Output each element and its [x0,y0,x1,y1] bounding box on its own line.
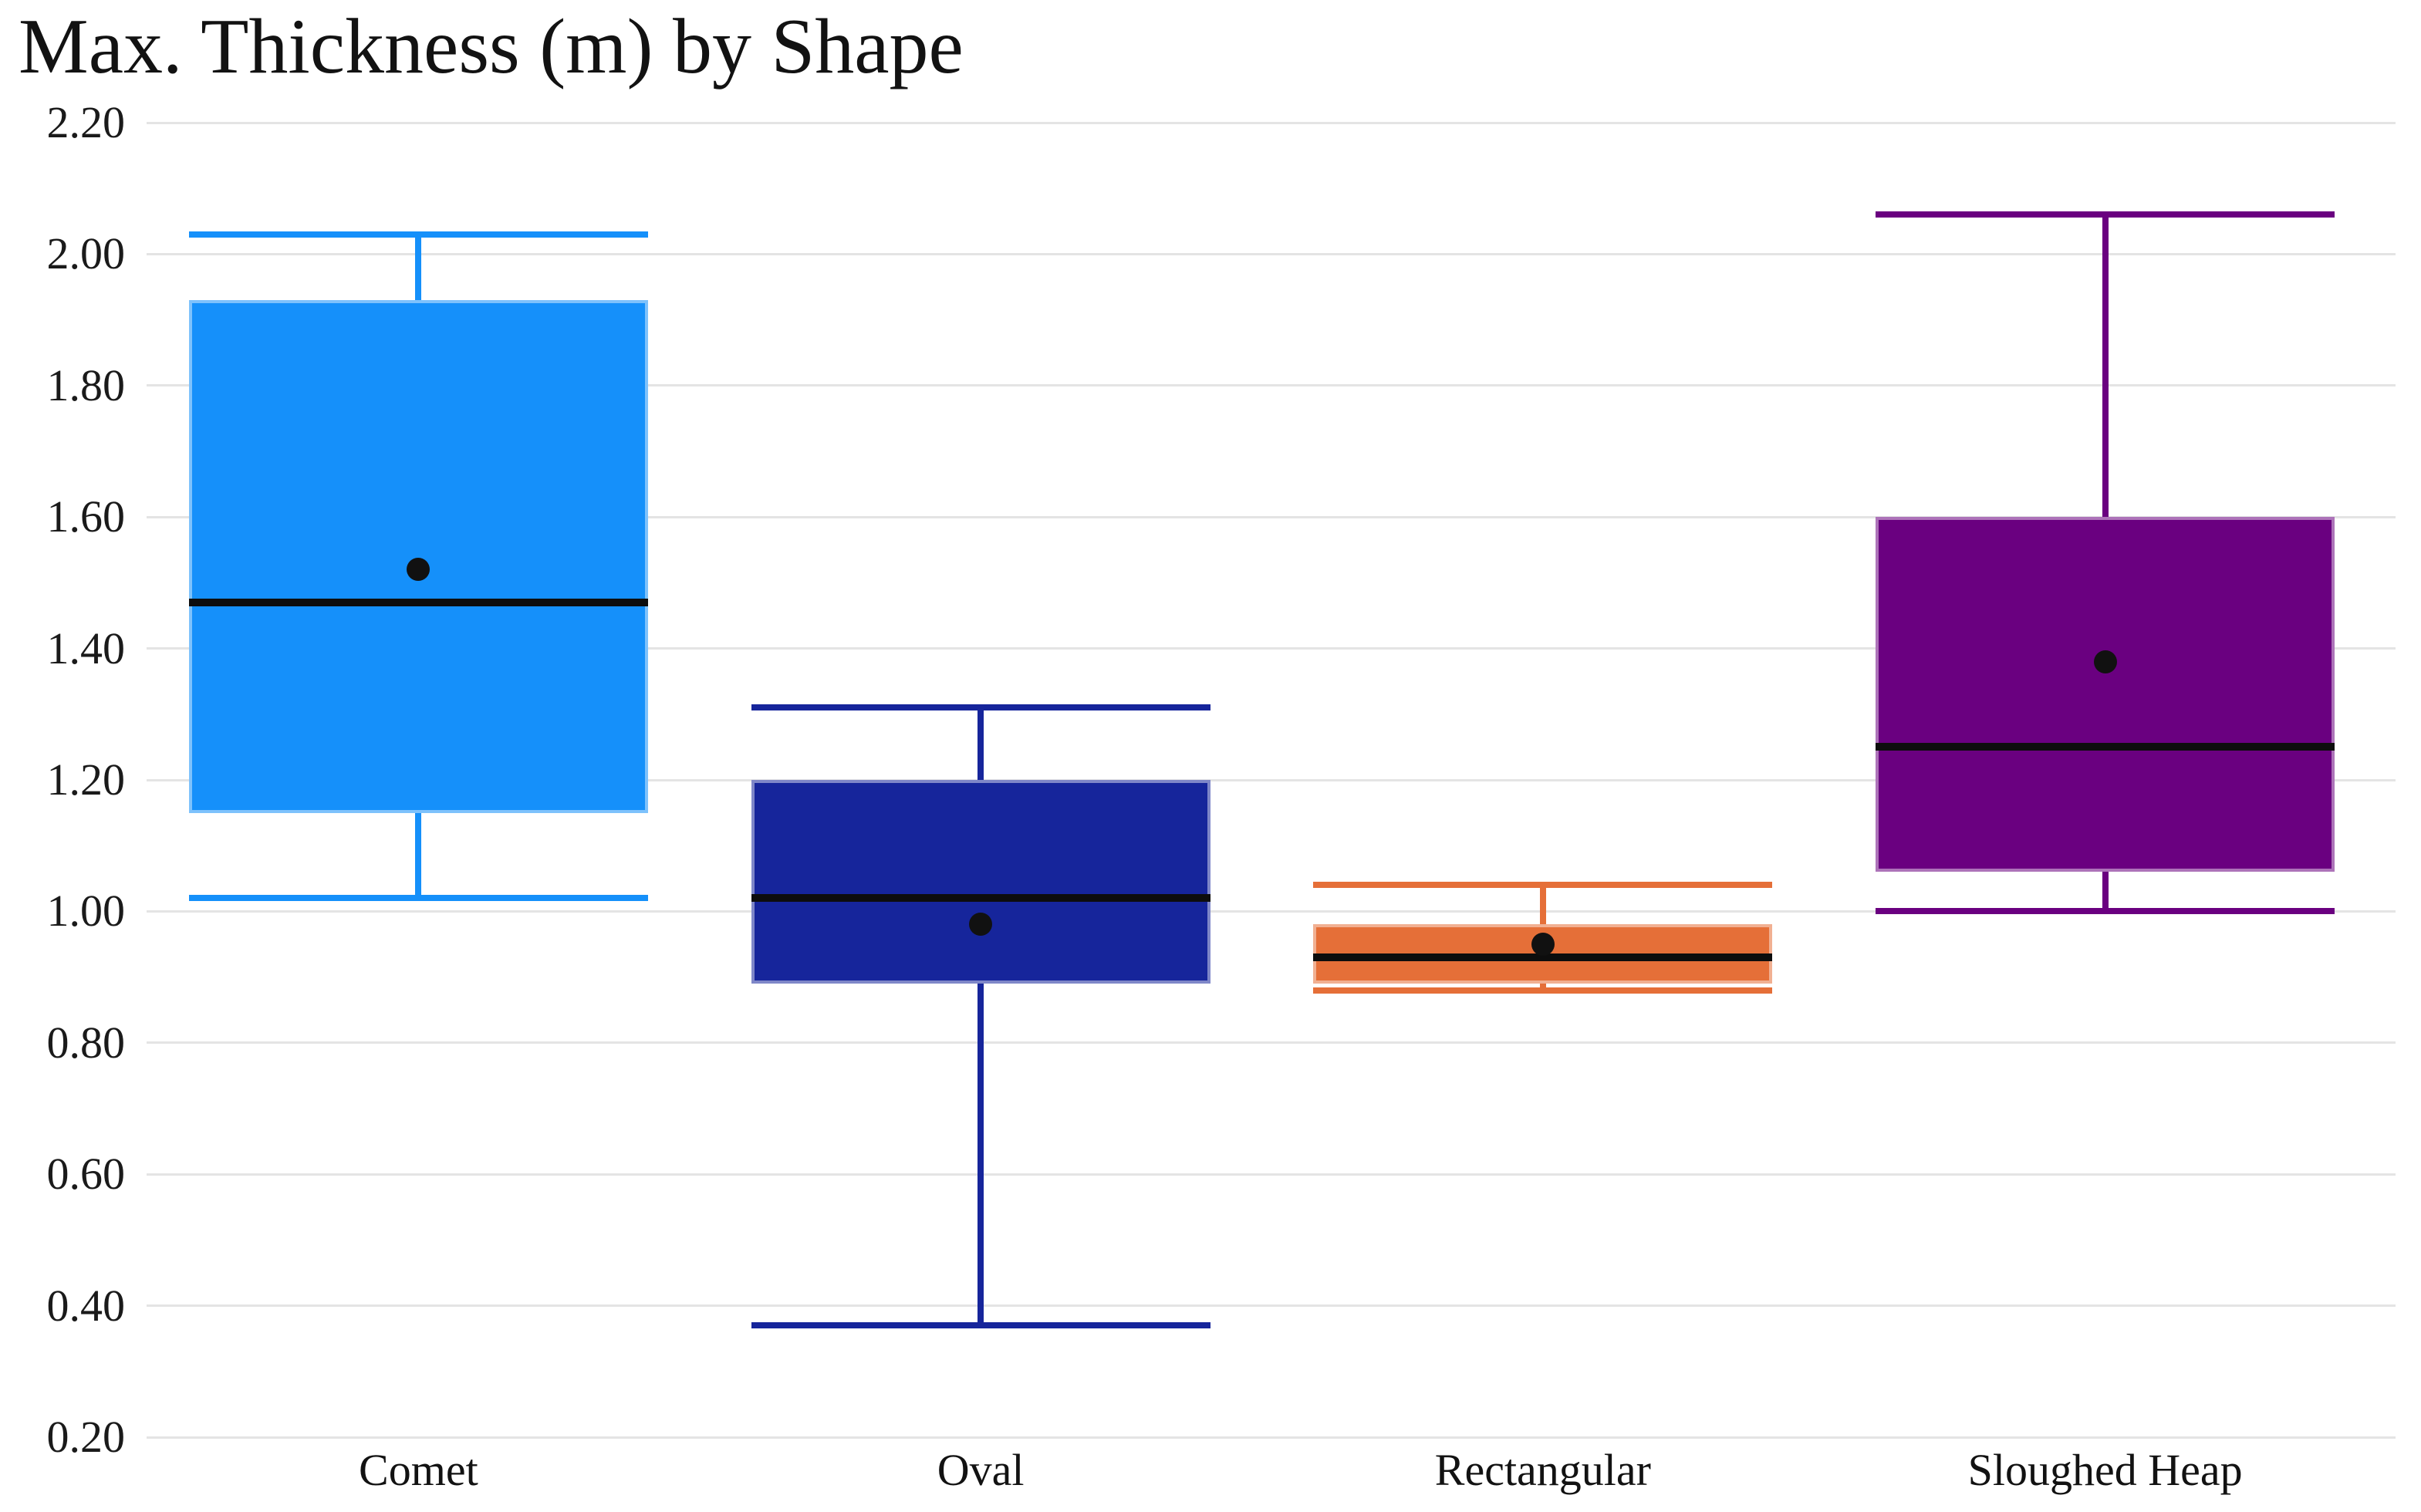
y-axis-tick-label: 0.80 [46,1017,126,1068]
y-axis-tick-label: 1.80 [46,359,126,410]
box-iqr [1876,517,2335,872]
y-axis-tick-label: 1.20 [46,754,126,805]
y-gridline [147,647,2396,650]
whisker-cap-lower [751,1322,1210,1329]
whisker-cap-upper [1876,211,2335,218]
median-line [188,598,648,606]
box-iqr [188,300,648,813]
chart-title: Max. Thickness (m) by Shape [19,3,964,90]
y-gridline [147,252,2396,255]
y-axis-tick-label: 1.00 [46,886,126,937]
x-axis-category-label: Rectangular [1434,1445,1651,1495]
y-gridline [147,1436,2396,1439]
mean-dot [969,913,993,937]
whisker-cap-upper [188,231,648,238]
whisker-line [978,707,984,1326]
y-gridline [147,121,2396,124]
y-gridline [147,515,2396,518]
y-gridline [147,1173,2396,1176]
x-axis-category-label: Sloughed Heap [1967,1445,2243,1495]
x-axis-category-label: Oval [937,1445,1025,1495]
y-axis-tick-label: 2.20 [46,97,126,147]
median-line [751,894,1210,903]
y-axis-tick-label: 0.40 [46,1280,126,1331]
y-axis-tick-label: 2.00 [46,228,126,279]
y-axis-tick-label: 1.40 [46,623,126,673]
whisker-cap-upper [751,704,1210,711]
y-gridline [147,778,2396,781]
median-line [1876,743,2335,751]
y-gridline [147,910,2396,913]
y-axis-tick-label: 1.60 [46,491,126,542]
whisker-cap-lower [188,895,648,902]
x-axis-category-label: Comet [359,1445,478,1495]
whisker-cap-upper [1313,882,1773,889]
y-gridline [147,1041,2396,1045]
whisker-cap-lower [1313,987,1773,994]
mean-dot [1531,933,1555,956]
mean-dot [407,558,431,582]
median-line [1313,953,1773,962]
box-iqr [751,780,1210,984]
y-gridline [147,384,2396,387]
y-axis-tick-label: 0.20 [46,1412,126,1462]
mean-dot [2093,650,2117,673]
y-gridline [147,1304,2396,1308]
y-axis-tick-label: 0.60 [46,1149,126,1200]
whisker-cap-lower [1876,908,2335,915]
